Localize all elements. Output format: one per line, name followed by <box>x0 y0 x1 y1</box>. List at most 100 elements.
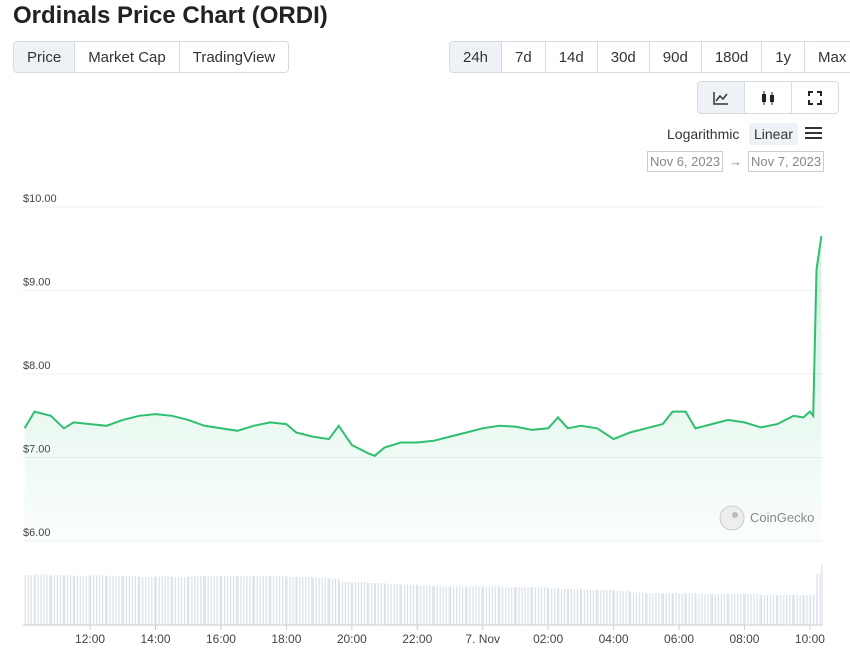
volume-stripe <box>151 577 153 625</box>
date-to[interactable]: Nov 7, 2023 <box>748 151 825 172</box>
volume-stripe <box>813 594 815 625</box>
menu-icon[interactable] <box>804 126 824 142</box>
volume-stripe <box>775 595 778 625</box>
volume-stripe <box>134 576 136 625</box>
volume-stripe <box>711 594 713 625</box>
volume-stripe <box>461 586 464 625</box>
volume-bar <box>270 576 287 625</box>
volume-stripe <box>432 585 434 625</box>
volume-stripe <box>56 575 59 625</box>
volume-bar <box>384 583 401 625</box>
volume-stripe <box>40 574 42 625</box>
volume-stripe <box>613 590 615 625</box>
volume-stripe <box>188 576 190 625</box>
volume-stripe <box>566 589 569 625</box>
volume-stripe <box>161 576 163 625</box>
volume-stripe <box>802 595 804 625</box>
range-button[interactable]: 90d <box>650 42 702 72</box>
tab-group: Price Market Cap TradingView <box>13 41 290 73</box>
volume-bar <box>204 576 221 625</box>
fullscreen-button[interactable] <box>792 82 838 113</box>
volume-stripe <box>409 584 412 625</box>
x-tick-label: 14:00 <box>140 632 170 646</box>
volume-stripe <box>204 576 206 625</box>
volume-stripe <box>203 576 205 625</box>
volume-stripe <box>390 583 392 625</box>
y-tick-label: $9.00 <box>23 277 51 289</box>
volume-stripe <box>415 584 418 625</box>
linear-scale-option[interactable]: Linear <box>749 123 798 145</box>
tab[interactable]: Market Cap <box>75 42 180 72</box>
volume-stripe <box>766 595 769 625</box>
volume-bar <box>482 586 499 625</box>
volume-stripe <box>750 594 752 625</box>
volume-stripe <box>649 593 651 625</box>
volume-stripe <box>799 595 801 625</box>
volume-stripe <box>268 576 270 625</box>
volume-stripe <box>475 586 477 625</box>
volume-stripe <box>341 582 343 625</box>
volume-stripe <box>399 583 401 625</box>
volume-stripe <box>543 587 545 625</box>
volume-stripe <box>256 576 258 625</box>
volume-stripe <box>760 595 763 625</box>
volume-stripe <box>769 595 772 625</box>
date-from[interactable]: Nov 6, 2023 <box>647 151 724 172</box>
volume-stripe <box>223 576 226 625</box>
volume-stripe <box>164 576 166 625</box>
range-button[interactable]: 180d <box>702 42 763 72</box>
volume-stripe <box>73 576 75 625</box>
volume-bar <box>338 582 352 625</box>
volume-stripe <box>557 588 559 625</box>
range-button[interactable]: 14d <box>546 42 598 72</box>
x-tick-label: 10:00 <box>795 632 825 646</box>
volume-stripe <box>406 584 409 625</box>
volume-bar <box>368 583 376 625</box>
volume-stripe <box>167 576 169 625</box>
volume-stripe <box>710 594 712 625</box>
volume-stripe <box>229 576 232 625</box>
range-button[interactable]: 24h <box>450 42 503 72</box>
volume-stripe <box>485 586 487 625</box>
range-button[interactable]: Max <box>818 48 847 66</box>
volume-stripe <box>426 585 428 625</box>
candle-chart-button[interactable] <box>745 82 792 113</box>
volume-bar <box>90 575 107 625</box>
volume-stripe <box>515 587 517 625</box>
volume-bar <box>433 586 450 625</box>
volume-stripe <box>701 594 703 625</box>
volume-stripe <box>270 576 272 625</box>
volume-bar <box>803 595 811 625</box>
volume-stripe <box>286 577 288 625</box>
volume-stripe <box>494 586 496 625</box>
volume-stripe <box>508 587 510 625</box>
volume-stripe <box>497 586 499 625</box>
range-button[interactable]: 30d <box>598 42 650 72</box>
volume-stripe <box>780 595 782 625</box>
volume-stripe <box>331 578 334 625</box>
volume-stripe <box>694 593 696 625</box>
line-chart-button[interactable] <box>698 82 745 113</box>
volume-stripe <box>560 589 563 625</box>
tab[interactable]: Price <box>14 42 76 72</box>
volume-stripe <box>371 583 373 625</box>
volume-stripe <box>285 576 287 625</box>
volume-stripe <box>445 586 447 625</box>
volume-bar <box>286 577 297 625</box>
volume-stripe <box>246 576 248 625</box>
volume-stripe <box>635 592 638 625</box>
volume-bar <box>34 574 51 625</box>
tab[interactable]: TradingView <box>192 48 276 66</box>
log-scale-option[interactable]: Logarithmic <box>667 126 740 142</box>
volume-bar <box>122 576 139 625</box>
range-button[interactable]: 1y <box>762 42 806 72</box>
volume-stripe <box>46 574 48 625</box>
volume-stripe <box>194 576 196 625</box>
volume-stripe <box>63 575 66 625</box>
volume-stripe <box>821 565 823 625</box>
volume-stripe <box>380 583 382 625</box>
range-button[interactable]: 7d <box>502 42 546 72</box>
volume-stripe <box>554 588 556 625</box>
volume-stripe <box>753 594 755 625</box>
